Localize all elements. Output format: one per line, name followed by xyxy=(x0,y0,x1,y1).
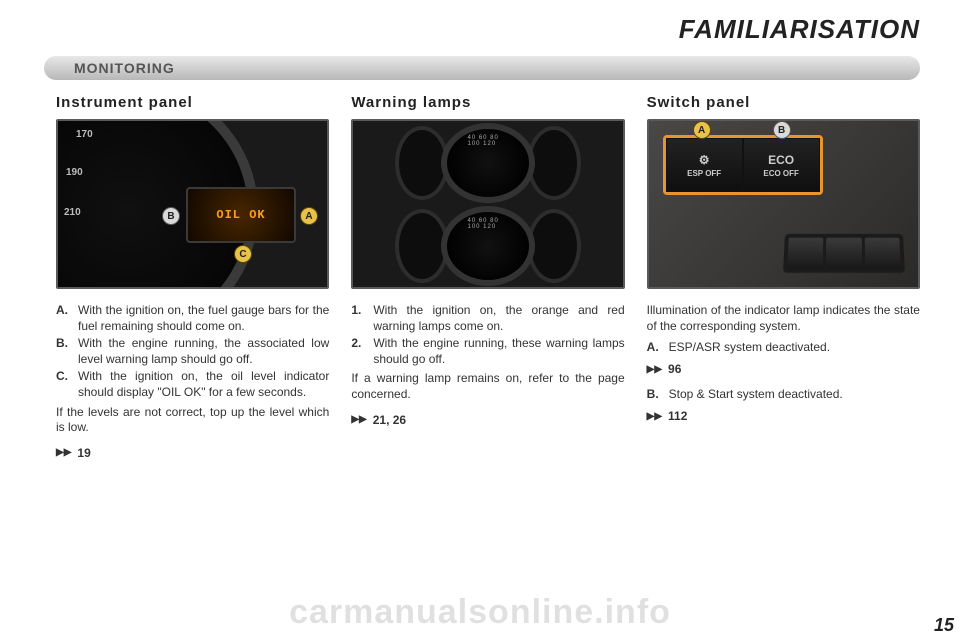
list-item: A. ESP/ASR system deactivated. xyxy=(647,340,920,356)
page-ref: ▶▶ 112 xyxy=(647,409,920,425)
footer-text: If a warning lamp remains on, refer to t… xyxy=(351,371,624,402)
center-gauge: 40 60 80 100 120 xyxy=(441,123,535,203)
item-text: ESP/ASR system deactivated. xyxy=(669,340,920,356)
side-gauge xyxy=(527,209,581,283)
item-label: B. xyxy=(647,387,669,403)
item-label: B. xyxy=(56,336,78,367)
instrument-panel-image: 170 190 210 OIL OK A B C xyxy=(56,119,329,289)
speed-val: 190 xyxy=(66,167,83,178)
item-text: With the engine running, the associated … xyxy=(78,336,329,367)
item-label: 1. xyxy=(351,303,373,334)
switch-callout: ⚙ ESP OFF ECO ECO OFF xyxy=(663,135,823,195)
item-label: A. xyxy=(647,340,669,356)
page-ref: ▶▶ 96 xyxy=(647,362,920,378)
gauge-cluster-top: 40 60 80 100 120 xyxy=(353,121,622,204)
callout-pin-c: C xyxy=(234,245,252,263)
ref-number: 112 xyxy=(668,409,687,425)
ref-arrow-icon: ▶▶ xyxy=(647,410,662,423)
list-item: C. With the ignition on, the oil level i… xyxy=(56,369,329,400)
eco-icon: ECO xyxy=(768,153,794,167)
eco-label: ECO OFF xyxy=(763,169,799,178)
col-title-switch: Switch panel xyxy=(647,94,920,111)
item-text: With the ignition on, the oil level indi… xyxy=(78,369,329,400)
side-gauge xyxy=(527,126,581,200)
callout-pin-a: A xyxy=(300,207,318,225)
list-item: 2. With the engine running, these warnin… xyxy=(351,336,624,367)
col-instrument: Instrument panel 170 190 210 OIL OK A B … xyxy=(56,94,329,620)
columns: Instrument panel 170 190 210 OIL OK A B … xyxy=(56,94,920,620)
page-title: FAMILIARISATION xyxy=(679,14,920,45)
ref-number: 19 xyxy=(77,446,90,460)
switch-body: Illumination of the indicator lamp indic… xyxy=(647,303,920,425)
rocker-switch xyxy=(864,238,900,269)
speed-val: 210 xyxy=(64,207,81,218)
page-number: 15 xyxy=(934,615,954,636)
item-label: A. xyxy=(56,303,78,334)
item-text: Stop & Start system deactivated. xyxy=(669,387,920,403)
oil-display: OIL OK xyxy=(186,187,296,243)
gauge-cluster-bottom: 40 60 80 100 120 xyxy=(353,204,622,287)
warning-lamps-image: 40 60 80 100 120 40 60 80 100 120 xyxy=(351,119,624,289)
col-warning: Warning lamps 40 60 80 100 120 40 60 80 … xyxy=(351,94,624,620)
page-ref: ▶▶ 19 xyxy=(56,446,329,460)
gauge-ticks: 40 60 80 100 120 xyxy=(467,218,508,230)
item-text: With the engine running, these warning l… xyxy=(373,336,624,367)
gauge-ticks: 40 60 80 100 120 xyxy=(467,135,508,147)
item-text: With the ignition on, the fuel gauge bar… xyxy=(78,303,329,334)
col-switch: Switch panel ⚙ ESP OFF ECO ECO OFF A B xyxy=(647,94,920,620)
section-bar: MONITORING xyxy=(44,56,920,80)
callout-pin-b: B xyxy=(162,207,180,225)
center-gauge: 40 60 80 100 120 xyxy=(441,206,535,286)
callout-pin-b: B xyxy=(773,121,791,139)
warning-body: 1. With the ignition on, the orange and … xyxy=(351,303,624,403)
item-label: 2. xyxy=(351,336,373,367)
footer-text: If the levels are not correct, top up th… xyxy=(56,405,329,436)
page-ref: ▶▶ 21, 26 xyxy=(351,413,624,427)
rocker-switch xyxy=(787,238,823,269)
ref-number: 96 xyxy=(668,362,681,378)
section-bar-label: MONITORING xyxy=(74,60,175,76)
item-label: C. xyxy=(56,369,78,400)
ref-arrow-icon: ▶▶ xyxy=(647,363,662,376)
esp-label: ESP OFF xyxy=(687,169,721,178)
callout-pin-a: A xyxy=(693,121,711,139)
manual-page: FAMILIARISATION MONITORING Instrument pa… xyxy=(0,0,960,640)
list-item: A. With the ignition on, the fuel gauge … xyxy=(56,303,329,334)
esp-icon: ⚙ xyxy=(699,153,710,167)
list-item: B. With the engine running, the associat… xyxy=(56,336,329,367)
rocker-switch xyxy=(826,238,862,269)
switch-panel-image: ⚙ ESP OFF ECO ECO OFF A B xyxy=(647,119,920,289)
list-item: B. Stop & Start system deactivated. xyxy=(647,387,920,403)
col-title-instrument: Instrument panel xyxy=(56,94,329,111)
instrument-body: A. With the ignition on, the fuel gauge … xyxy=(56,303,329,436)
rocker-switch-group xyxy=(783,234,905,273)
ref-arrow-icon: ▶▶ xyxy=(351,414,366,425)
ref-number: 21, 26 xyxy=(373,413,406,427)
eco-off-button: ECO ECO OFF xyxy=(743,138,820,192)
speed-val: 170 xyxy=(76,129,93,140)
intro-text: Illumination of the indicator lamp indic… xyxy=(647,303,920,334)
esp-off-button: ⚙ ESP OFF xyxy=(666,138,743,192)
col-title-warning: Warning lamps xyxy=(351,94,624,111)
ref-arrow-icon: ▶▶ xyxy=(56,447,71,458)
item-text: With the ignition on, the orange and red… xyxy=(373,303,624,334)
list-item: 1. With the ignition on, the orange and … xyxy=(351,303,624,334)
